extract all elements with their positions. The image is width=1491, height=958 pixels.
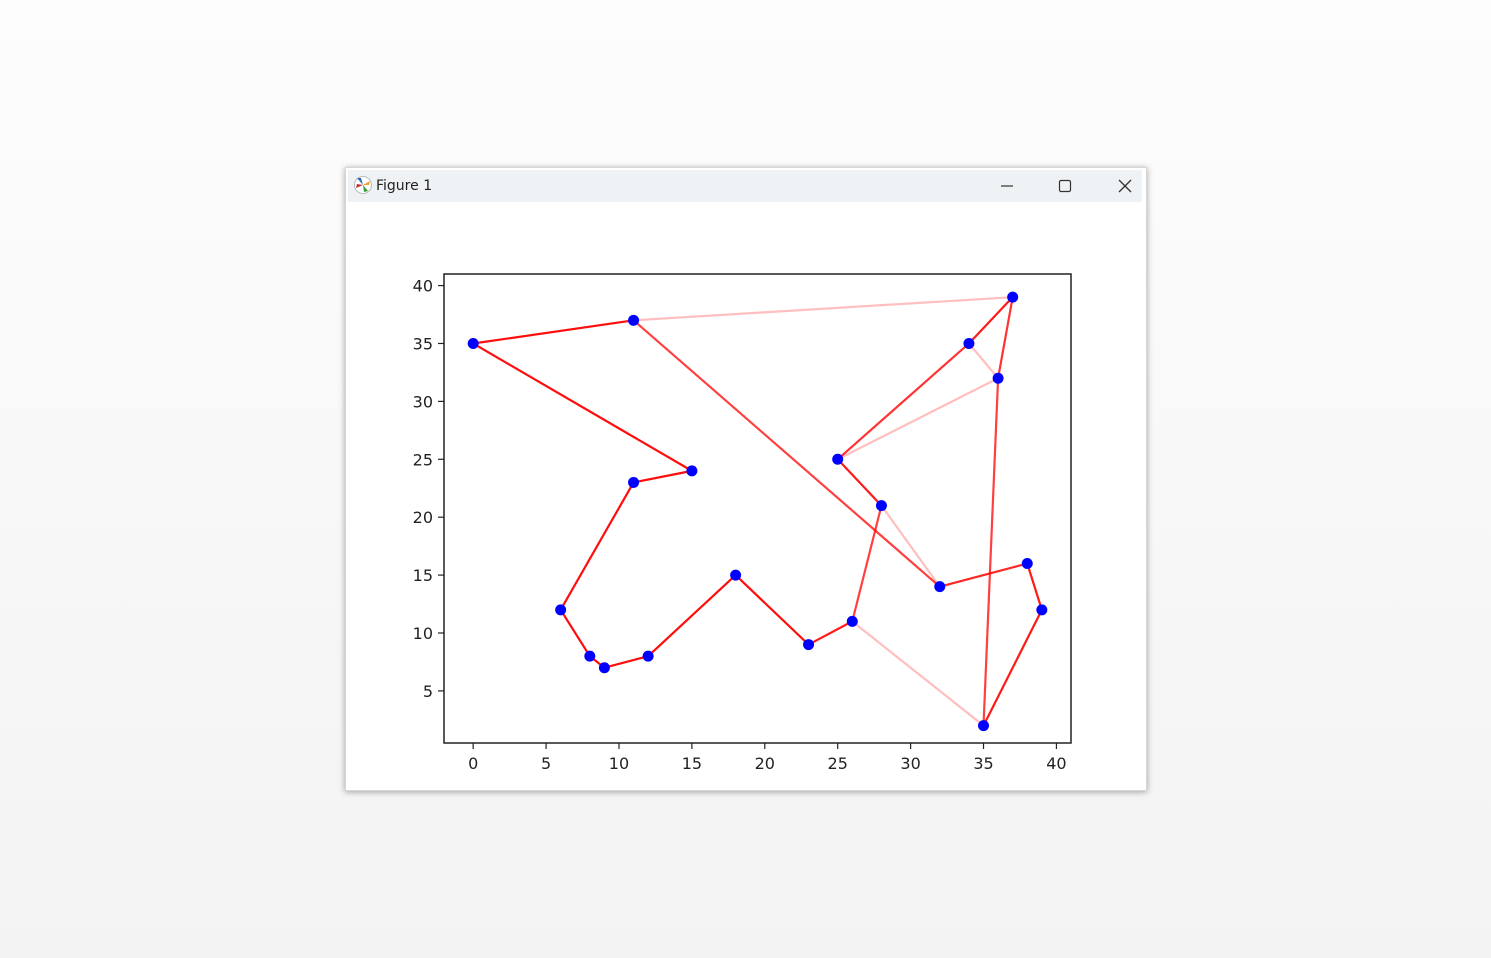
data-point-2 [1007, 291, 1019, 303]
path-edge-20 [633, 296, 1013, 322]
path-edge-0 [473, 319, 634, 345]
data-point-19 [686, 465, 698, 477]
path-edge-22 [837, 377, 999, 461]
data-point-9 [1036, 604, 1048, 616]
data-point-7 [934, 581, 946, 593]
data-point-12 [803, 639, 815, 651]
data-point-5 [832, 453, 844, 465]
path-edge-23 [880, 504, 941, 588]
data-point-1 [628, 314, 640, 326]
minimize-button[interactable] [984, 170, 1030, 202]
axes-frame [443, 273, 1072, 744]
path-edge-7 [647, 574, 737, 657]
data-point-11 [846, 615, 858, 627]
path-edge-6 [604, 655, 649, 669]
data-point-3 [963, 337, 975, 349]
path-edge-17 [1026, 563, 1043, 611]
path-edge-14 [997, 296, 1014, 379]
path-edge-4 [559, 609, 591, 657]
y-tick-label-30: 30 [413, 392, 433, 411]
path-edge-9 [808, 620, 853, 646]
path-edge-21 [968, 342, 999, 379]
path-edge-15 [982, 378, 1000, 726]
path-edge-13 [968, 296, 1014, 345]
close-icon [1118, 179, 1132, 193]
data-point-6 [875, 500, 887, 512]
x-tick-label-0: 0 [468, 754, 478, 773]
data-point-18 [628, 476, 640, 488]
y-tick-label-25: 25 [413, 450, 433, 469]
data-point-10 [978, 720, 990, 732]
title-bar[interactable]: Figure 1 [348, 170, 1142, 202]
path-edge-12 [836, 342, 970, 461]
minimize-icon [1001, 185, 1013, 187]
data-point-4 [992, 372, 1004, 384]
data-point-14 [642, 650, 654, 662]
x-tick-label-20: 20 [755, 754, 775, 773]
path-edge-8 [734, 574, 810, 646]
x-tick-label-5: 5 [541, 754, 551, 773]
path-edge-19 [632, 319, 941, 588]
y-tick-label-20: 20 [413, 508, 433, 527]
data-point-8 [1021, 558, 1033, 570]
x-tick-label-40: 40 [1046, 754, 1066, 773]
y-tick-label-15: 15 [413, 566, 433, 585]
close-button[interactable] [1102, 170, 1148, 202]
data-point-17 [555, 604, 567, 616]
path-edge-11 [836, 458, 883, 507]
path-edge-3 [559, 481, 635, 611]
data-point-16 [584, 650, 596, 662]
path-edge-2 [633, 469, 693, 484]
path-edge-1 [472, 342, 693, 472]
data-point-13 [730, 569, 742, 581]
path-edge-16 [982, 609, 1043, 727]
maximize-icon [1058, 179, 1072, 193]
x-tick-label-25: 25 [828, 754, 848, 773]
x-tick-label-15: 15 [682, 754, 702, 773]
y-tick-label-35: 35 [413, 334, 433, 353]
figure-window: Figure 1 0 5 10 15 20 25 30 35 40 5 10 15 20 25 30 35 40 [345, 167, 1147, 791]
data-point-15 [598, 662, 610, 674]
x-tick-label-30: 30 [900, 754, 920, 773]
y-tick-label-10: 10 [413, 624, 433, 643]
window-title: Figure 1 [376, 178, 433, 194]
x-tick-label-35: 35 [973, 754, 993, 773]
data-point-0 [467, 337, 479, 349]
plot-canvas: 0 5 10 15 20 25 30 35 40 5 10 15 20 25 30 35 40 [413, 273, 1072, 773]
path-edge-10 [851, 505, 883, 622]
x-tick-label-10: 10 [609, 754, 629, 773]
points-layer [467, 291, 1048, 732]
matplotlib-figure-icon [354, 176, 372, 194]
path-edge-24 [851, 620, 985, 727]
edges-layer [472, 296, 1043, 727]
maximize-button[interactable] [1042, 170, 1088, 202]
ticks-layer: 0 5 10 15 20 25 30 35 40 5 10 15 20 25 30 35 40 [413, 277, 1067, 773]
y-tick-label-5: 5 [423, 682, 433, 701]
y-tick-label-40: 40 [413, 277, 433, 296]
path-edge-18 [939, 562, 1028, 588]
